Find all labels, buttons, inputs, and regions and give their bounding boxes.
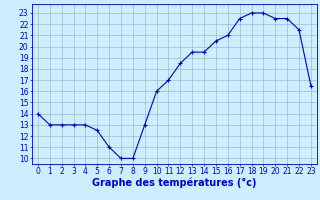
X-axis label: Graphe des températures (°c): Graphe des températures (°c) xyxy=(92,178,257,188)
